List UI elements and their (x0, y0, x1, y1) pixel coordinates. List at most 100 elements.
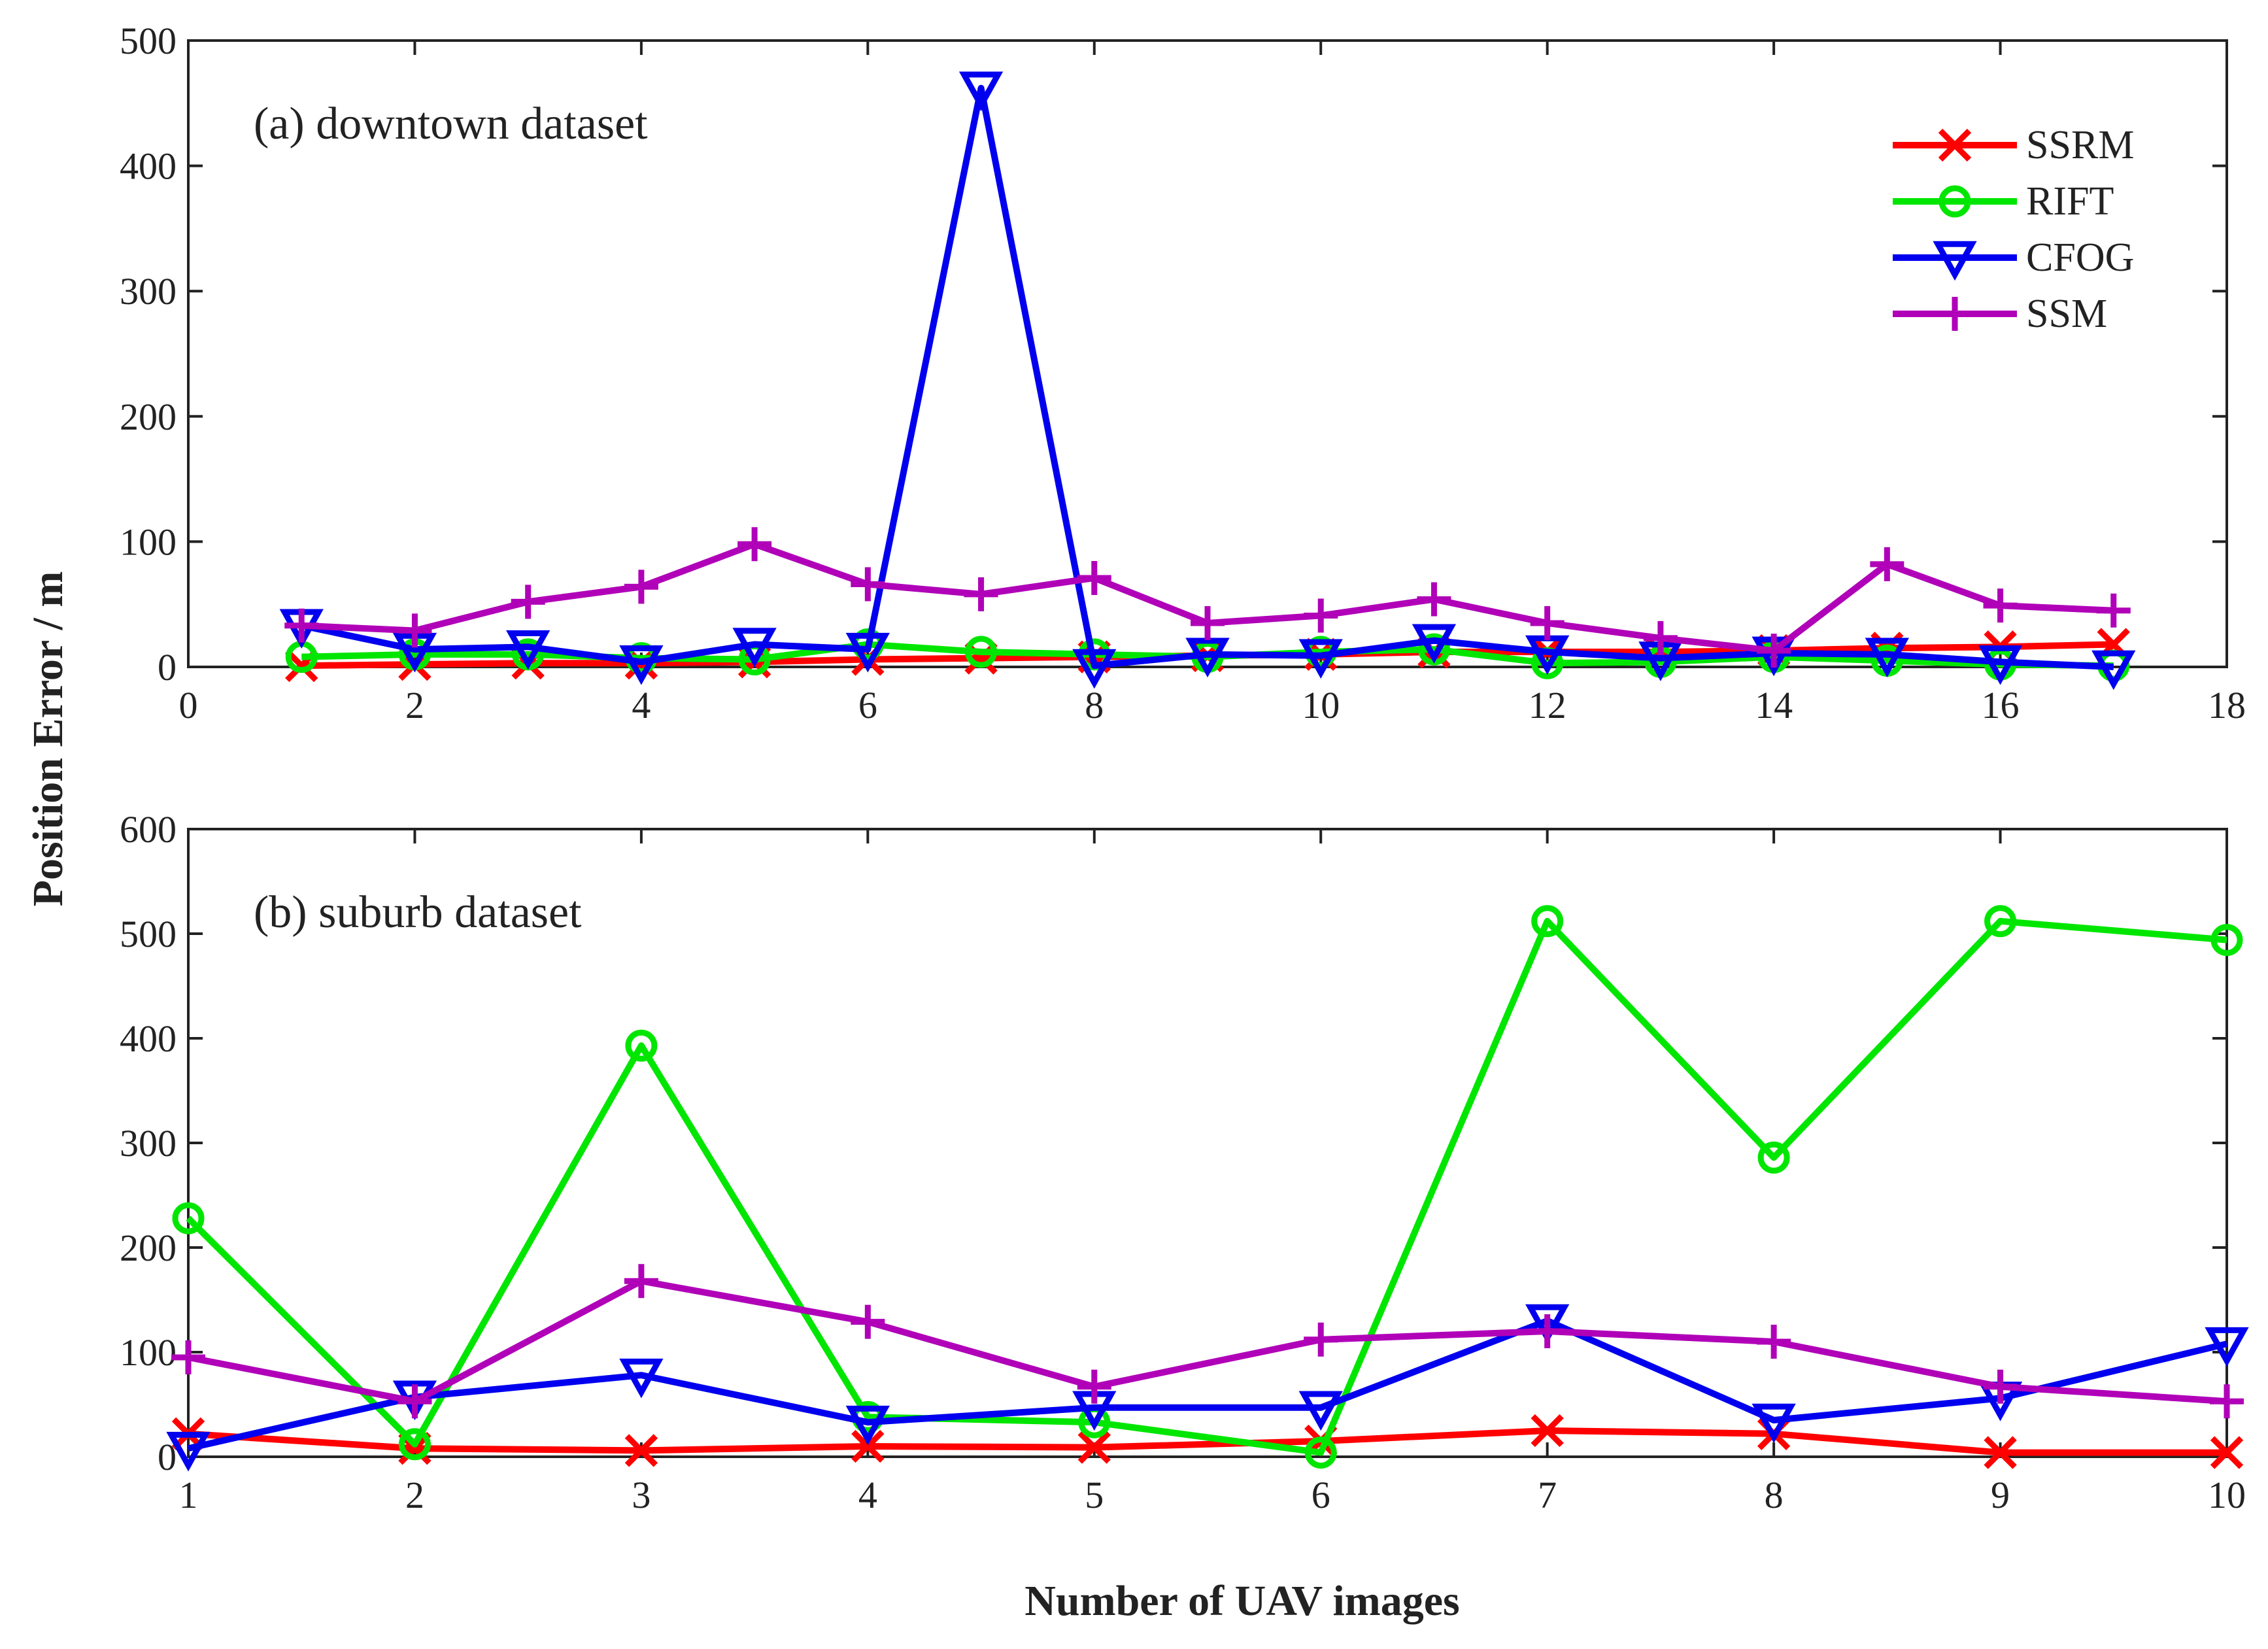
legend-marker-ssrm (1938, 128, 1972, 162)
legend-marker-cfog (1933, 241, 1977, 281)
b-series-line-ssrm (188, 1427, 2227, 1456)
legend-entry-cfog: CFOG (1893, 235, 2134, 281)
legend-entry-ssm: SSM (1893, 292, 2107, 336)
b-point-ssm (624, 1264, 658, 1299)
b-point-rift (625, 1029, 658, 1062)
b-point-cfog (845, 1405, 890, 1446)
b-point-ssm (398, 1384, 432, 1419)
a-y-tick-label: 200 (120, 396, 177, 438)
b-y-tick-label: 600 (120, 808, 177, 851)
a-y-tick-label: 300 (120, 270, 177, 313)
a-point-ssm (1077, 560, 1111, 595)
b-point-cfog (619, 1358, 664, 1399)
a-x-tick-label: 6 (858, 684, 877, 726)
b-point-rift (1984, 905, 2017, 938)
legend-marker-rift (1938, 185, 1971, 218)
a-x-tick-label: 4 (632, 684, 651, 726)
b-point-ssrm (2210, 1436, 2244, 1469)
a-point-ssm (1417, 582, 1451, 617)
a-point-ssm (851, 567, 885, 602)
b-x-tick-label: 2 (405, 1474, 424, 1516)
b-y-tick-label: 300 (120, 1122, 177, 1164)
a-point-ssm (737, 527, 772, 562)
b-y-tick-label: 400 (120, 1017, 177, 1060)
a-x-tick-label: 16 (1982, 684, 2020, 726)
b-x-tick-label: 8 (1765, 1474, 1784, 1516)
a-series-ssm (284, 527, 2131, 668)
b-series-rift (172, 905, 2243, 1469)
a-point-cfog (1298, 639, 1343, 679)
y-axis-title: Position Error / m (24, 571, 72, 907)
b-point-ssm (851, 1304, 885, 1339)
a-y-tick-label: 0 (158, 646, 177, 688)
b-y-tick-label: 500 (120, 913, 177, 955)
b-panel-title: (b) suburb dataset (254, 887, 582, 938)
b-point-rift (1304, 1436, 1337, 1469)
b-x-tick-label: 5 (1085, 1474, 1104, 1516)
b-point-cfog (166, 1431, 211, 1472)
b-point-ssm (171, 1340, 205, 1374)
b-series-line-cfog (187, 1318, 2228, 1452)
legend-label-ssrm: SSRM (2026, 123, 2134, 167)
a-x-tick-label: 8 (1085, 684, 1104, 726)
a-point-ssm (511, 585, 545, 619)
a-point-cfog (1072, 649, 1117, 689)
b-point-ssm (1530, 1314, 1565, 1348)
b-series-ssm (171, 1264, 2244, 1419)
legend-label-cfog: CFOG (2026, 235, 2134, 280)
a-point-cfog (732, 628, 777, 668)
a-point-cfog (1978, 645, 2023, 685)
b-point-cfog (1298, 1391, 1343, 1431)
b-x-tick-label: 9 (1991, 1474, 2010, 1516)
b-point-ssm (1077, 1369, 1111, 1404)
a-point-cfog (2091, 650, 2136, 690)
a-point-cfog (1412, 624, 1457, 664)
b-point-ssrm (1531, 1414, 1564, 1448)
b-point-cfog (1525, 1304, 1570, 1344)
legend-entry-ssrm: SSRM (1893, 123, 2134, 167)
a-point-ssm (1304, 598, 1338, 633)
b-x-tick-label: 1 (179, 1474, 198, 1516)
b-series-line-ssm (188, 1278, 2227, 1405)
b-point-ssm (1304, 1322, 1338, 1357)
b-point-rift (2210, 924, 2243, 957)
a-x-tick-label: 10 (1302, 684, 1340, 726)
a-point-ssm (1643, 620, 1678, 655)
a-panel-title: (a) downtown dataset (254, 99, 648, 149)
a-point-ssm (1870, 547, 1904, 581)
a-point-ssm (1191, 605, 1225, 640)
a-point-ssm (284, 608, 319, 643)
b-series-line-rift (186, 917, 2227, 1456)
b-x-tick-label: 4 (858, 1474, 877, 1516)
b-point-ssrm (851, 1429, 885, 1463)
b-point-ssrm (1984, 1436, 2017, 1469)
b-point-ssm (2210, 1384, 2244, 1419)
panel-downtown: 0 2 4 6 8 10 12 14 16 18 0 100 200 300 400 500 (a) downt… (120, 20, 2246, 726)
b-x-tick-label: 6 (1312, 1474, 1330, 1516)
b-series-ssrm (171, 1414, 2244, 1469)
legend-label-ssm: SSM (2026, 292, 2107, 336)
legend-label-rift: RIFT (2026, 179, 2114, 224)
b-point-ssm (1983, 1369, 2018, 1404)
a-series-line-cfog (301, 84, 2114, 670)
a-x-tick-label: 14 (1755, 684, 1793, 726)
legend: SSRM RIFT CFOG SSM (1893, 123, 2134, 336)
b-point-cfog (1752, 1403, 1796, 1444)
b-x-tick-label: 7 (1538, 1474, 1557, 1516)
a-point-cfog (958, 71, 1004, 112)
legend-marker-ssm (1938, 297, 1972, 331)
legend-entry-rift: RIFT (1893, 179, 2114, 224)
a-point-cfog (619, 645, 664, 685)
a-point-cfog (845, 632, 890, 673)
a-x-tick-label: 0 (179, 684, 198, 726)
a-point-cfog (506, 630, 550, 670)
a-point-ssm (1757, 634, 1791, 668)
b-point-rift (398, 1428, 431, 1461)
a-y-tick-label: 400 (120, 145, 177, 188)
a-series-cfog (279, 71, 2136, 690)
a-point-ssm (398, 613, 432, 648)
b-y-tick-label: 200 (120, 1227, 177, 1269)
a-y-tick-label: 100 (120, 520, 177, 563)
